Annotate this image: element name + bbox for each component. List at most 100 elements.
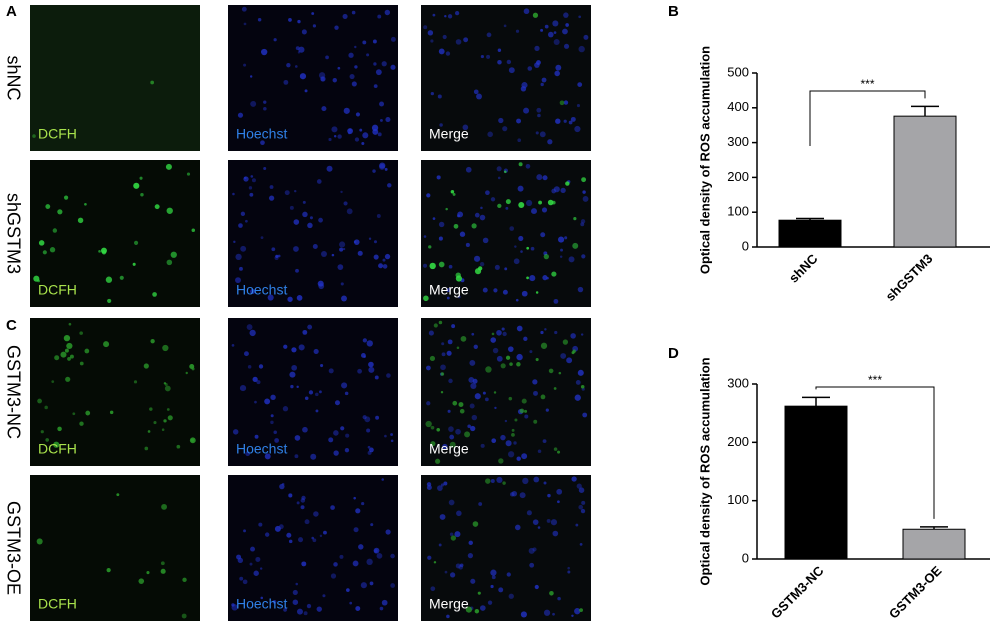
cell <box>578 15 582 19</box>
significance-bracket <box>815 386 935 519</box>
cell <box>313 348 319 355</box>
cell <box>440 364 446 371</box>
cell <box>521 453 528 460</box>
image-background <box>228 475 398 621</box>
cell <box>45 438 49 442</box>
cell <box>45 204 51 209</box>
cell <box>553 298 559 304</box>
cell <box>430 586 436 592</box>
cell <box>491 438 497 444</box>
cell <box>578 504 584 510</box>
cell <box>490 337 497 343</box>
cell <box>312 24 317 28</box>
cell <box>457 211 464 218</box>
cell <box>530 246 535 251</box>
cell <box>557 596 561 601</box>
cell <box>445 51 451 56</box>
y-tick-label: 200 <box>727 434 749 449</box>
cell <box>161 428 165 431</box>
cell <box>306 603 312 609</box>
cell <box>274 438 280 443</box>
cell <box>186 172 191 176</box>
cell <box>430 39 434 43</box>
cell <box>242 579 248 585</box>
cell <box>160 568 166 574</box>
cell <box>341 382 348 389</box>
cell <box>543 609 551 616</box>
significance-bracket <box>809 90 926 146</box>
cell <box>573 217 577 221</box>
cell <box>379 162 386 169</box>
cell <box>533 390 538 396</box>
cell <box>100 247 107 254</box>
cell <box>337 66 341 70</box>
cell <box>332 78 337 83</box>
cell <box>51 380 55 383</box>
cell <box>267 294 274 301</box>
cell <box>563 100 569 105</box>
cell <box>536 107 542 113</box>
micrograph: DCFH <box>30 318 200 466</box>
panel-label: D <box>668 345 679 362</box>
cell <box>486 32 492 38</box>
cell <box>438 261 445 268</box>
cell <box>508 67 515 74</box>
cell <box>302 200 306 204</box>
cell <box>496 476 503 484</box>
cell <box>373 254 379 260</box>
cell <box>486 54 491 59</box>
y-tick-label: 100 <box>727 204 749 219</box>
cell <box>133 240 139 245</box>
cell <box>345 433 350 438</box>
cell <box>547 31 554 38</box>
error-bar <box>911 105 939 117</box>
cell <box>562 339 569 345</box>
cell <box>565 23 569 27</box>
cell <box>490 569 497 576</box>
cell <box>552 20 559 27</box>
cell <box>543 253 549 260</box>
cell <box>346 588 350 592</box>
cell <box>310 453 317 460</box>
cell <box>500 434 506 441</box>
cell <box>33 275 40 282</box>
cell <box>384 434 387 438</box>
channel-label: DCFH <box>38 126 77 142</box>
cell <box>520 86 527 92</box>
cell <box>562 28 568 35</box>
cell <box>344 448 350 453</box>
cell <box>509 362 513 366</box>
cell <box>302 426 308 433</box>
panel-label: B <box>668 3 679 20</box>
cell <box>79 361 84 366</box>
cell <box>289 205 294 210</box>
cell <box>277 254 281 258</box>
cell <box>547 139 553 145</box>
cell <box>432 13 436 17</box>
cell <box>296 608 303 615</box>
cell <box>493 391 497 394</box>
x-tick-label: shGSTM3 <box>883 251 936 304</box>
cell <box>246 324 253 331</box>
cell <box>384 167 388 171</box>
image-background <box>30 5 200 151</box>
cell <box>320 76 326 82</box>
cell <box>557 450 561 454</box>
cell <box>504 419 508 423</box>
cell <box>568 120 573 125</box>
cell <box>426 484 432 490</box>
cell <box>239 384 247 392</box>
cell <box>362 338 368 343</box>
cell <box>304 519 310 525</box>
cell <box>378 263 384 269</box>
cell <box>509 492 515 497</box>
cell <box>470 578 476 584</box>
cell <box>439 123 443 127</box>
cell <box>522 477 529 485</box>
cell <box>526 246 530 250</box>
cell <box>133 380 138 384</box>
cell <box>556 488 563 495</box>
image-background <box>228 5 398 151</box>
cell <box>532 12 539 18</box>
cell <box>523 336 528 341</box>
